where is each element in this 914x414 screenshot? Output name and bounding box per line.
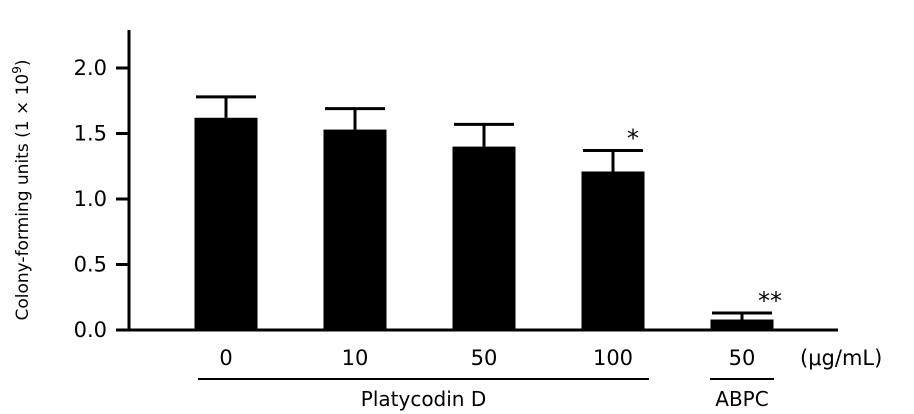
x-tick-label: 100 (593, 346, 633, 370)
bar (194, 117, 258, 330)
y-axis-label: Colony-forming units (1 × 109) (10, 59, 33, 320)
y-axis-title: Colony-forming units (1 × 109) (10, 59, 33, 320)
y-tick-label: 1.5 (74, 122, 107, 146)
bars: *** (194, 95, 782, 330)
y-tick-label: 1.0 (74, 187, 107, 211)
y-ticks: 0.0 0.5 1.0 1.5 2.0 (74, 56, 129, 342)
group-labels: Platycodin D ABPC (198, 378, 774, 411)
bar (710, 319, 774, 330)
bar (581, 171, 645, 330)
significance-marker: ** (758, 287, 782, 315)
y-tick-label: 2.0 (74, 56, 107, 80)
y-axis-title-close: ) (13, 59, 33, 66)
x-tick-label: 50 (471, 346, 498, 370)
unit-label: (μg/mL) (800, 346, 882, 370)
y-tick-label: 0.0 (74, 318, 107, 342)
x-tick-label: 50 (729, 346, 756, 370)
group-label: Platycodin D (361, 387, 486, 411)
x-tick-label: 10 (342, 346, 369, 370)
x-tick-label: 0 (219, 346, 232, 370)
bar (323, 129, 387, 330)
y-axis-title-exponent: 9 (10, 66, 24, 74)
bar (452, 146, 516, 330)
y-tick-label: 0.5 (74, 253, 107, 277)
x-tick-labels: 0 10 50 100 50 (219, 346, 755, 370)
group-label: ABPC (715, 387, 768, 411)
y-axis-title-text: Colony-forming units (1 × 10 (13, 74, 33, 321)
significance-marker: * (627, 125, 639, 153)
